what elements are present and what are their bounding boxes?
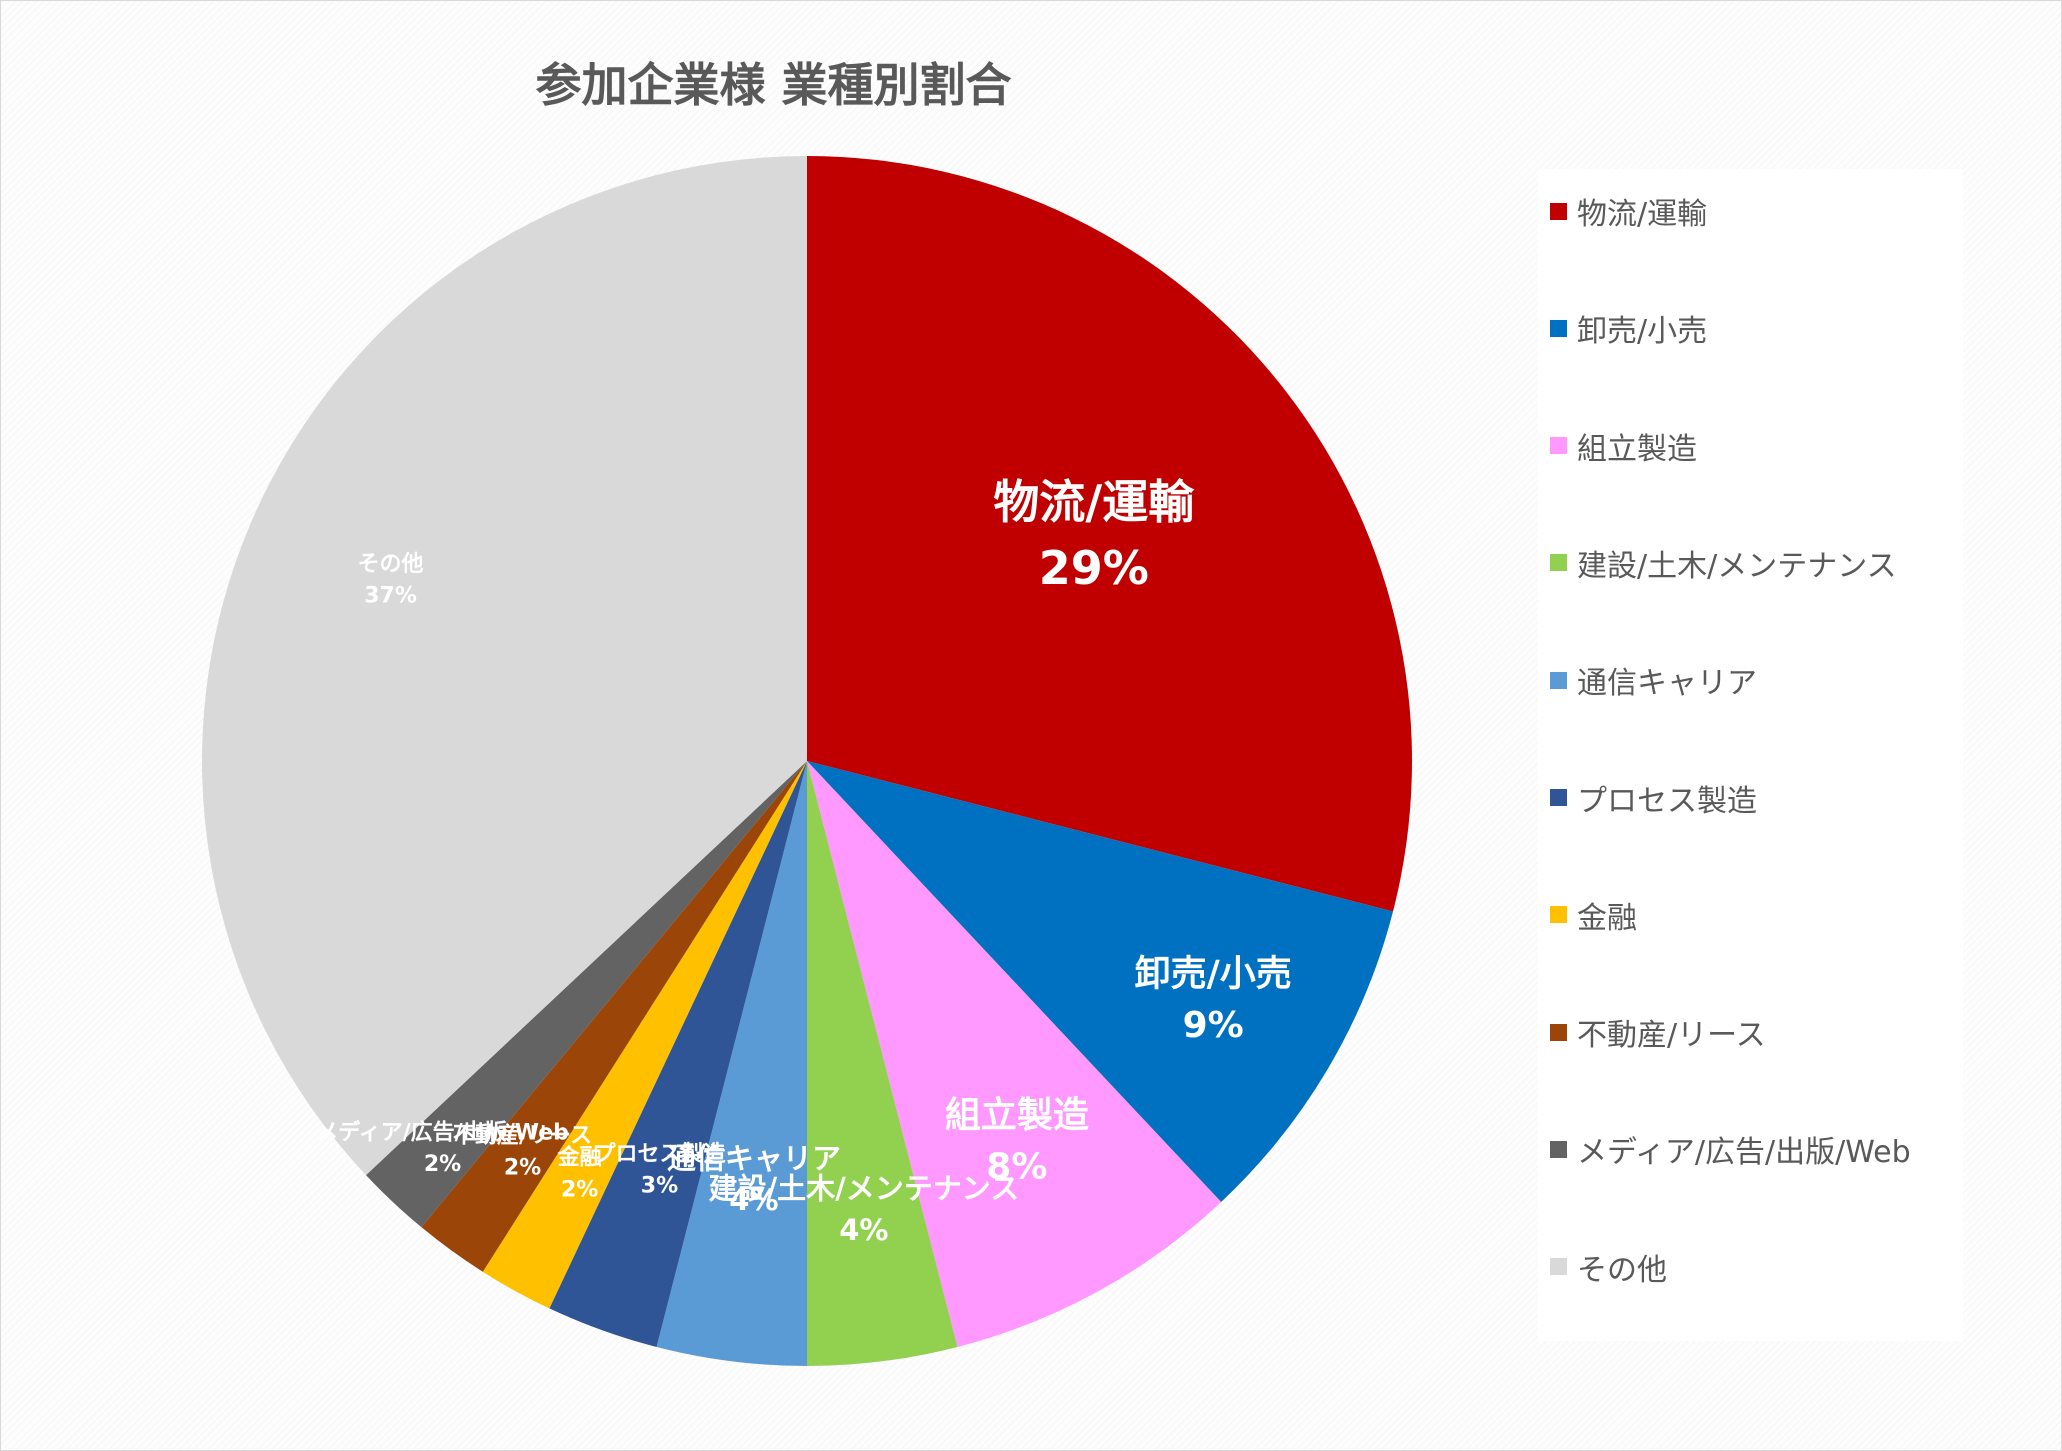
legend-label: 物流/運輸	[1577, 197, 1708, 232]
legend-item-7: 不動産/リース	[1550, 1012, 1766, 1054]
data-label-category-5: プロセス製造	[593, 1141, 725, 1167]
legend: 物流/運輸卸売/小売組立製造建設/土木/メンテナンス 通信キャリア プロセス製造 金融…	[1538, 169, 1963, 1341]
pie-slice-2	[807, 761, 1222, 1347]
legend-label: その他	[1577, 1252, 1667, 1288]
data-label-category-8: メディア/広告/出版/Web	[316, 1119, 569, 1145]
legend-item-6: 金融	[1550, 895, 1637, 936]
pie-slice-9	[201, 155, 807, 1176]
legend-label: プロセス製造	[1577, 783, 1757, 819]
data-label-percent-5: 3%	[641, 1174, 678, 1199]
data-label-category-4: 通信キャリア	[667, 1141, 841, 1175]
legend-label: 建設/土木/メンテナンス	[1577, 548, 1897, 584]
pie-slice-7	[421, 761, 807, 1272]
legend-label: 金融	[1577, 900, 1637, 936]
pie-slice-8	[365, 761, 807, 1228]
legend-label: 通信キャリア	[1577, 666, 1757, 702]
legend-swatch	[1550, 1023, 1567, 1041]
data-label-percent-9: 37%	[364, 584, 417, 609]
legend-label: 組立製造	[1577, 431, 1697, 467]
data-label-percent-3: 4%	[839, 1213, 888, 1247]
legend-swatch	[1550, 319, 1567, 337]
legend-item-5: プロセス製造	[1550, 778, 1757, 819]
legend-item-4: 通信キャリア	[1550, 660, 1757, 702]
legend-swatch	[1550, 1140, 1567, 1158]
data-labels: 物流/運輸29%卸売/小売9%組立製造8%建設/土木/メンテナンス4%通信キャリ…	[316, 475, 1292, 1247]
legend-item-1: 卸売/小売	[1550, 308, 1708, 350]
legend-swatch	[1550, 554, 1567, 572]
pie-chart: 物流/運輸29%卸売/小売9%組立製造8%建設/土木/メンテナンス4%通信キャリ…	[201, 155, 1412, 1366]
data-label-percent-8: 2%	[424, 1152, 461, 1177]
legend-label: メディア/広告/出版/Web	[1577, 1135, 1911, 1171]
pie-slice-3	[807, 761, 958, 1366]
chart-title: 参加企業様 業種別割合	[535, 58, 1012, 112]
pie-slice-5	[549, 761, 807, 1347]
legend-item-2: 組立製造	[1550, 426, 1697, 467]
pie-slices	[201, 155, 1412, 1366]
legend-swatch	[1550, 1258, 1567, 1276]
legend-item-3: 建設/土木/メンテナンス	[1550, 543, 1897, 584]
legend-item-0: 物流/運輸	[1550, 191, 1708, 232]
legend-swatch	[1550, 437, 1567, 455]
legend-label: 不動産/リース	[1577, 1018, 1766, 1054]
data-label-category-1: 卸売/小売	[1135, 953, 1292, 994]
pie-slice-4	[656, 761, 807, 1366]
legend-item-8: メディア/広告/出版/Web	[1550, 1129, 1911, 1171]
pie-slice-0	[807, 156, 1412, 912]
data-label-category-9: その他	[358, 552, 424, 577]
legend-label: 卸売/小売	[1577, 314, 1708, 350]
data-label-percent-2: 8%	[986, 1147, 1047, 1188]
data-label-percent-6: 2%	[561, 1177, 598, 1202]
data-label-percent-4: 4%	[729, 1183, 778, 1217]
data-label-percent-0: 29%	[1039, 541, 1149, 595]
legend-swatch	[1550, 671, 1567, 689]
data-label-percent-1: 9%	[1183, 1005, 1244, 1046]
data-label-percent-7: 2%	[504, 1155, 541, 1180]
legend-swatch	[1550, 202, 1567, 220]
legend-swatch	[1550, 906, 1567, 924]
data-label-category-6: 金融	[557, 1145, 602, 1171]
data-label-category-7: 不動産/リース	[453, 1123, 592, 1149]
data-label-category-0: 物流/運輸	[993, 475, 1195, 529]
legend-item-9: その他	[1550, 1247, 1667, 1288]
data-label-category-3: 建設/土木/メンテナンス	[709, 1171, 1020, 1205]
data-label-category-2: 組立製造	[945, 1095, 1089, 1136]
pie-slice-1	[807, 761, 1393, 1203]
legend-swatch	[1550, 789, 1567, 806]
pie-slice-6	[482, 761, 807, 1309]
